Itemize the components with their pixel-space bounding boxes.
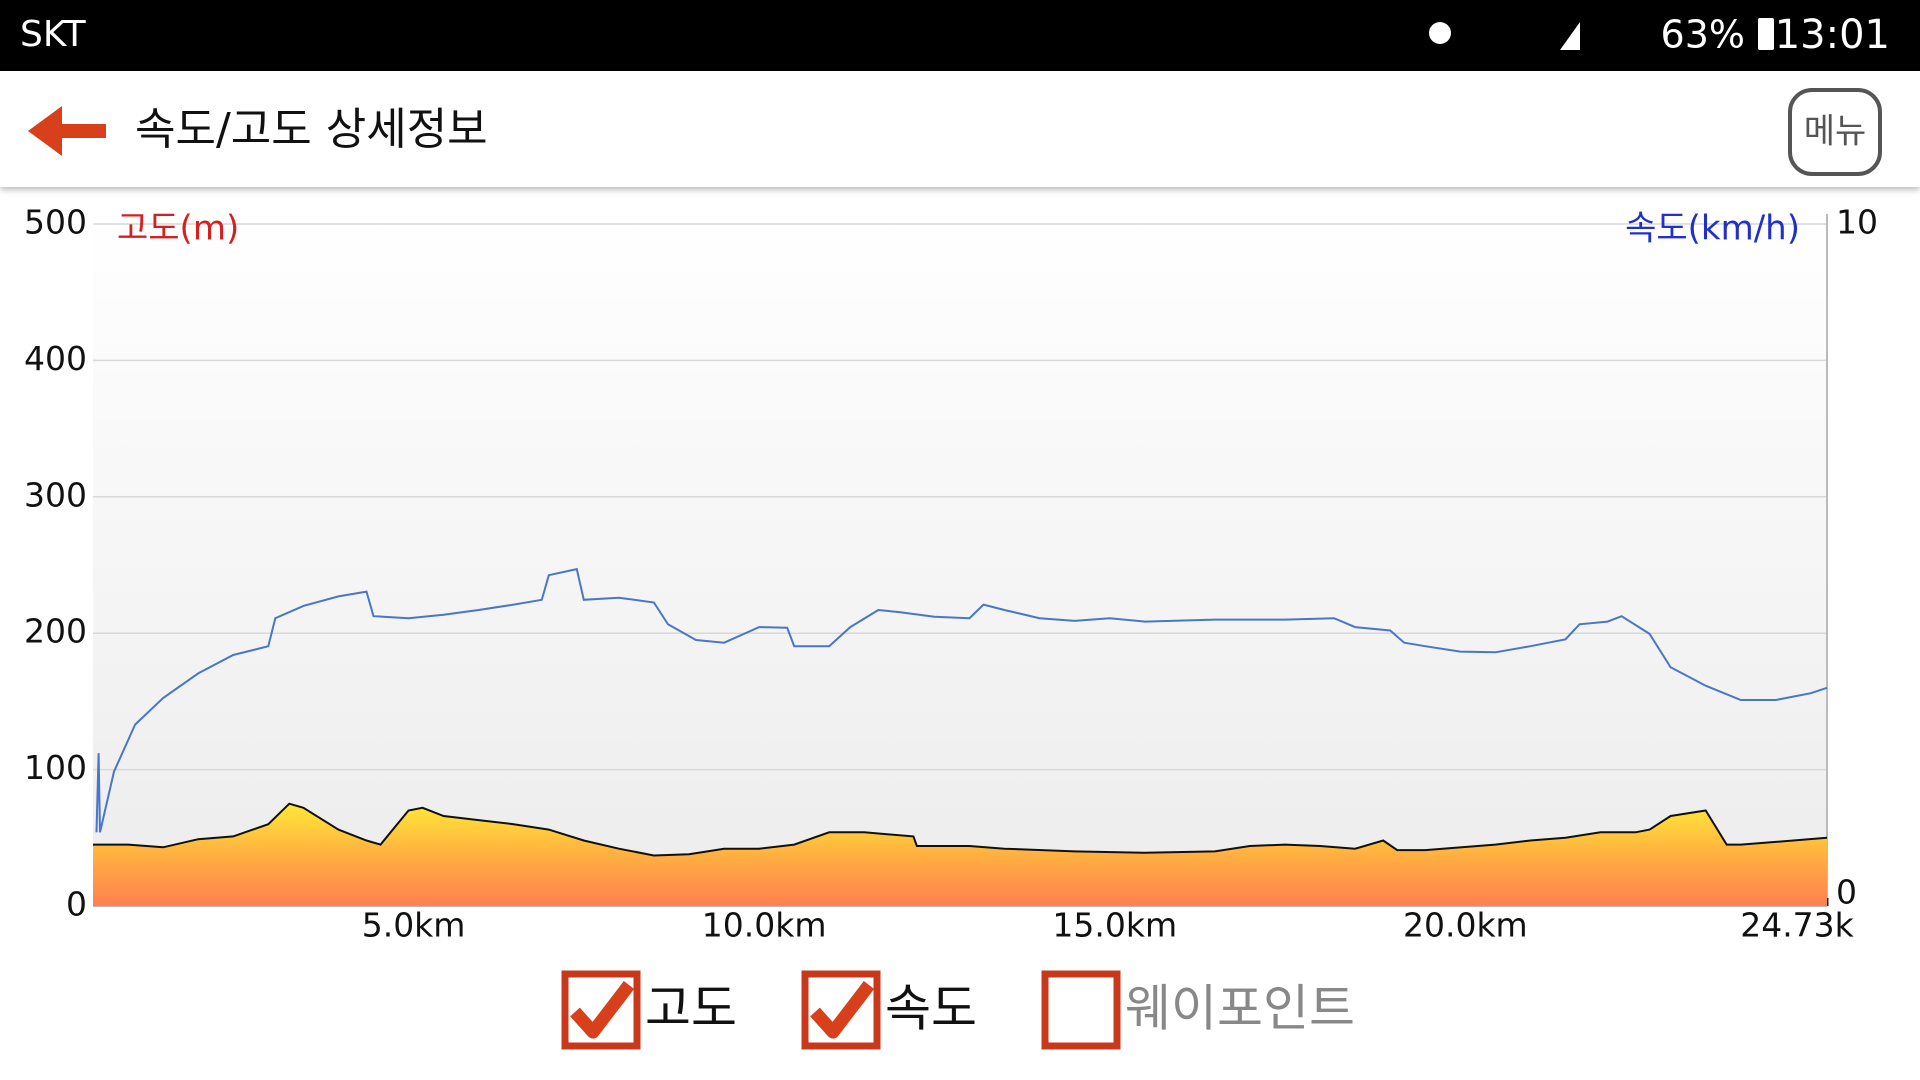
chart: 0 100 200 300 400 500 0 10 5.0km 10.0km 15.0km 20.0…: [24, 203, 1878, 1050]
toggle-label[interactable]: 속도: [885, 980, 977, 1038]
status-bar: [0, 0, 1920, 71]
y-tick-label: 100: [24, 748, 87, 787]
y2-tick-label: 0: [1836, 873, 1857, 912]
x-tick-label: 15.0km: [1052, 906, 1177, 945]
x-tick-label: 24.73k: [1740, 906, 1854, 945]
toggle-label[interactable]: 고도: [645, 980, 737, 1038]
x-tick-label: 5.0km: [362, 906, 466, 945]
carrier: SKT: [20, 14, 87, 55]
back-arrow[interactable]: [28, 106, 106, 156]
y-tick-label: 0: [66, 885, 87, 924]
y-tick-label: 400: [24, 339, 87, 378]
battery-level: 63%: [1661, 13, 1745, 57]
app-bar: [0, 71, 1920, 187]
toggle[interactable]: 속도: [801, 970, 977, 1050]
plot-background: [93, 214, 1827, 906]
y-tick-label: 200: [24, 612, 87, 651]
page-title: 속도/고도 상세정보: [135, 104, 488, 155]
y2-axis-title: 속도(km/h): [1625, 209, 1800, 249]
signal-icon: [1560, 22, 1580, 50]
menu-label[interactable]: 메뉴: [1804, 112, 1867, 152]
location-icon: [1429, 22, 1451, 44]
y-tick-label: 500: [24, 203, 87, 242]
back-button[interactable]: [28, 106, 106, 156]
battery-icon: [1758, 18, 1774, 50]
checkmark[interactable]: [810, 981, 875, 1039]
y-axis-title: 고도(m): [117, 209, 239, 249]
checkbox[interactable]: [561, 970, 641, 1050]
checkmark[interactable]: [570, 981, 635, 1039]
speed-line: [95, 567, 1828, 833]
toggle[interactable]: 웨이포인트: [1041, 970, 1355, 1050]
x-tick-label: 10.0km: [702, 906, 827, 945]
altitude-line: [93, 802, 1828, 857]
toggle[interactable]: 고도: [561, 970, 737, 1050]
altitude-area: [93, 803, 1827, 906]
y2-tick-label: 10: [1836, 203, 1878, 242]
toggle-label[interactable]: 웨이포인트: [1125, 980, 1355, 1038]
menu-button[interactable]: [1788, 88, 1882, 176]
status-icons: [1429, 18, 1774, 50]
x-tick-label: 20.0km: [1403, 906, 1528, 945]
checkbox[interactable]: [1041, 970, 1121, 1050]
clock: 13:01: [1775, 12, 1890, 58]
y-tick-label: 300: [24, 475, 87, 514]
